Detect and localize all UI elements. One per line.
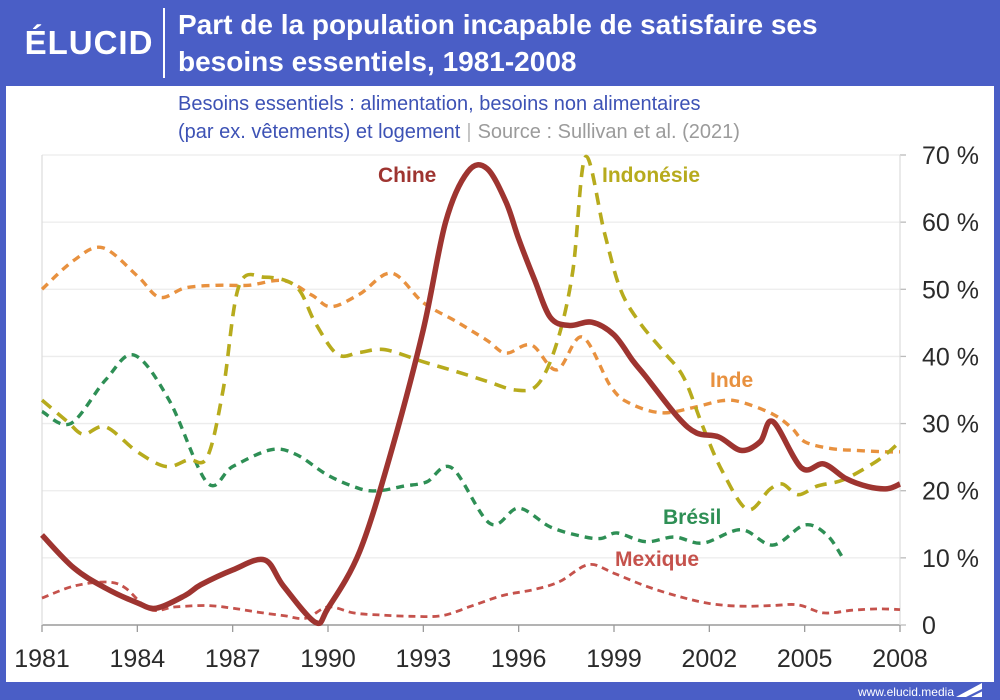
- subtitle-source: Source : Sullivan et al. (2021): [477, 121, 740, 143]
- header-divider: [163, 8, 165, 78]
- elucid-logo: ÉLUCID: [24, 24, 154, 61]
- subtitle-separator: |: [466, 121, 472, 143]
- chart-subtitle: Besoins essentiels : alimentation, besoi…: [178, 90, 740, 146]
- series-label-mexique: Mexique: [615, 548, 700, 571]
- chart-panel: [6, 86, 994, 682]
- subtitle-line2: (par ex. vêtements) et logement: [178, 121, 461, 143]
- subtitle-line1: Besoins essentiels : alimentation, besoi…: [178, 93, 701, 115]
- series-label-inde: Inde: [710, 369, 754, 392]
- page-title: Part de la population incapable de satis…: [178, 6, 978, 80]
- series-label-bresil: Brésil: [663, 506, 722, 529]
- page-title-line1: Part de la population incapable de satis…: [178, 9, 818, 40]
- elucid-arrow-icon: [956, 683, 982, 697]
- page-title-line2: besoins essentiels, 1981-2008: [178, 46, 577, 77]
- series-label-indonesie: Indonésie: [602, 164, 701, 187]
- series-label-chine: Chine: [378, 164, 437, 187]
- footer-url[interactable]: www.elucid.media: [857, 685, 954, 699]
